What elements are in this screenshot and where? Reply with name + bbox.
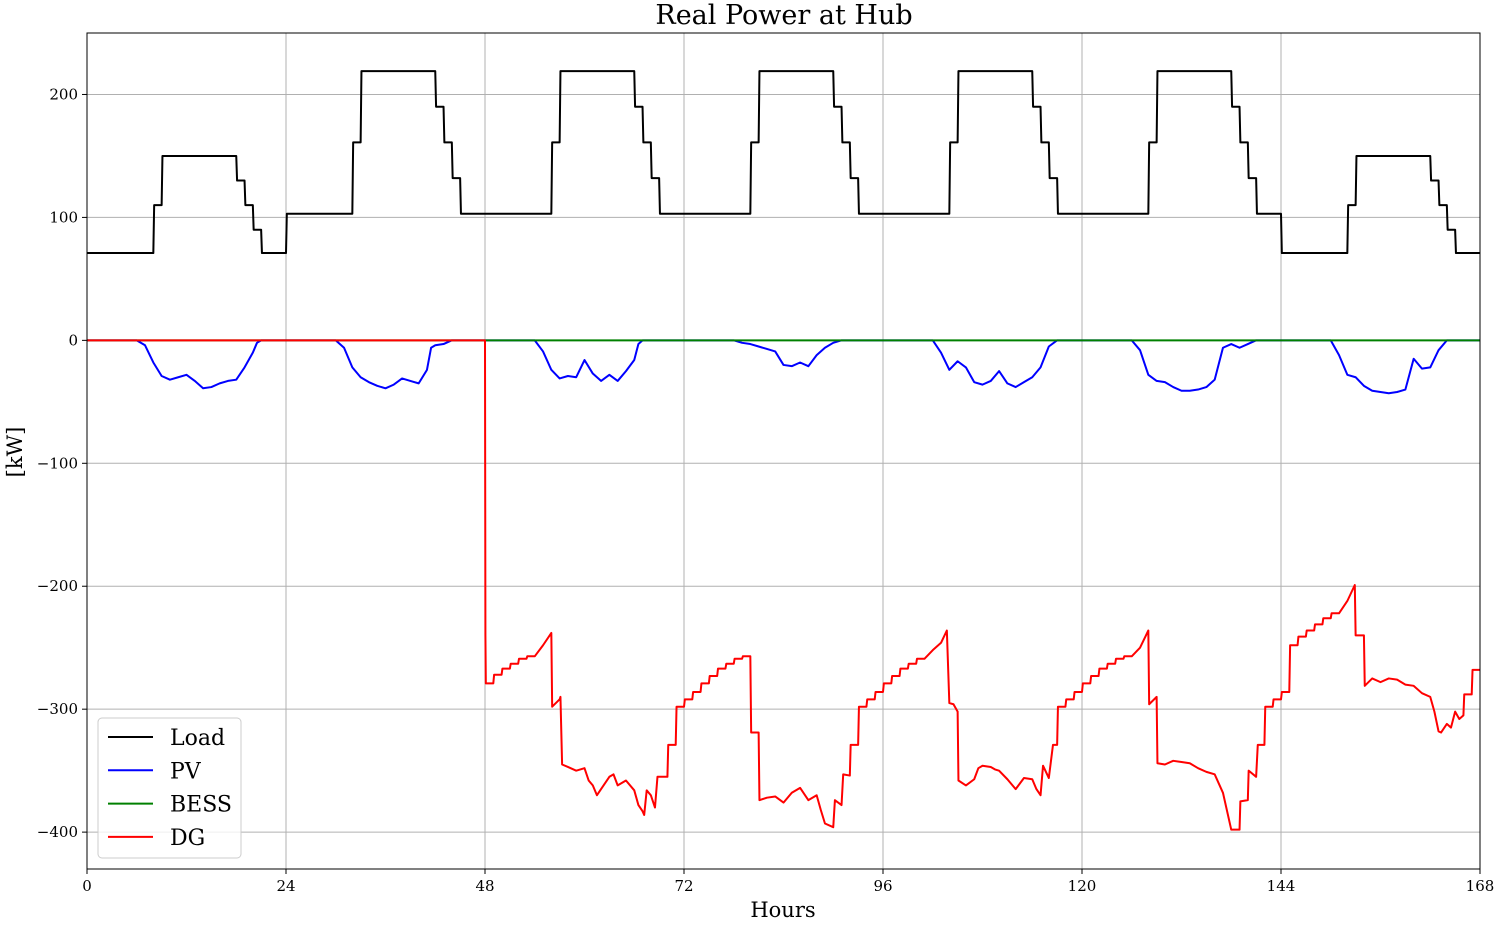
x-tick-label: 24 <box>276 877 295 895</box>
legend-label-bess: BESS <box>170 793 232 818</box>
y-tick-label: 0 <box>68 331 78 349</box>
y-tick-label: −100 <box>37 454 78 472</box>
series-line-dg <box>87 339 1480 831</box>
y-tick-label: 200 <box>49 85 78 103</box>
x-tick-label: 0 <box>82 877 92 895</box>
x-axis: 0 24 48 72 96 120 144 168 <box>82 869 1494 895</box>
y-axis-label: [kW] <box>3 427 27 478</box>
y-axis: −400 −300 −200 −100 0 100 200 <box>37 85 87 841</box>
y-tick-label: −300 <box>37 700 78 718</box>
legend-label-load: Load <box>170 726 225 751</box>
legend-box <box>97 717 242 859</box>
plot-area <box>87 70 1480 831</box>
y-tick-label: 100 <box>49 208 78 226</box>
x-axis-label: Hours <box>750 898 815 922</box>
x-tick-label: 72 <box>674 877 693 895</box>
plot-frame <box>86 32 1481 870</box>
legend-label-dg: DG <box>170 826 205 851</box>
y-tick-label: −200 <box>37 577 78 595</box>
series-line-load <box>87 70 1480 255</box>
legend-label-pv: PV <box>170 759 202 784</box>
x-tick-label: 168 <box>1466 877 1495 895</box>
x-tick-label: 96 <box>873 877 892 895</box>
legend: Load PV BESS DG <box>97 717 242 859</box>
chart-title: Real Power at Hub <box>655 0 912 31</box>
grid <box>86 33 1481 869</box>
x-tick-label: 120 <box>1068 877 1097 895</box>
x-tick-label: 48 <box>475 877 494 895</box>
x-tick-label: 144 <box>1267 877 1296 895</box>
series-line-pv <box>87 339 1480 395</box>
y-tick-label: −400 <box>37 823 78 841</box>
